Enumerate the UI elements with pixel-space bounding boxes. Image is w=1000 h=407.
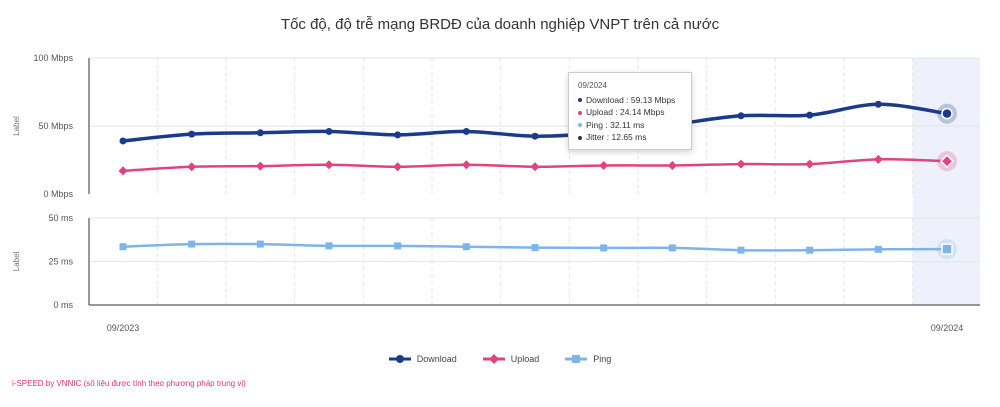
ping-point <box>531 244 539 252</box>
ping-legend-icon <box>565 355 588 363</box>
upload-point <box>255 161 265 171</box>
download-point <box>737 112 745 120</box>
download-point <box>806 111 814 119</box>
y-tick-label: 50 ms <box>48 213 73 223</box>
download-point <box>462 127 470 135</box>
ping-point <box>668 244 676 252</box>
download-legend-icon <box>388 355 411 363</box>
download-point <box>119 137 127 145</box>
ping-point <box>325 242 333 250</box>
tooltip-row-download: Download : 59.13 Mbps <box>578 94 682 107</box>
upload-point <box>667 160 677 170</box>
y-tick-label: 0 ms <box>53 300 73 310</box>
y-tick-label: 0 Mbps <box>43 189 73 199</box>
credits-text[interactable]: i-SPEED by VNNIC (số liệu được tính theo… <box>12 379 246 388</box>
tooltip-upload-text: Upload : 24.14 Mbps <box>586 107 665 117</box>
upload-point <box>736 159 746 169</box>
ping-point <box>256 240 264 248</box>
ping-point <box>188 240 196 248</box>
chart-tooltip: 09/2024 Download : 59.13 Mbps Upload : 2… <box>568 72 692 150</box>
tooltip-title: 09/2024 <box>578 81 607 90</box>
download-point <box>941 107 953 120</box>
ping-point <box>462 243 470 251</box>
legend-label-upload: Upload <box>510 354 540 364</box>
jitter-dot-icon <box>578 135 582 140</box>
y-tick-label: 25 ms <box>48 257 73 267</box>
tooltip-jitter-text: Jitter : 12.65 ms <box>586 132 647 142</box>
upload-point <box>461 160 471 170</box>
y-tick-label: 50 Mbps <box>38 121 73 131</box>
chart-legend: Download Upload Ping <box>0 354 1000 364</box>
y-axis-title: Label <box>12 251 21 271</box>
legend-item-upload[interactable]: Upload <box>482 354 540 364</box>
download-dot-icon <box>578 98 582 103</box>
tooltip-row-jitter: Jitter : 12.65 ms <box>578 131 682 144</box>
tooltip-row-upload: Upload : 24.14 Mbps <box>578 106 682 119</box>
tooltip-ping-text: Ping : 32.11 ms <box>586 119 645 130</box>
ping-dot-icon <box>578 123 582 128</box>
upload-point <box>805 159 815 169</box>
chart-title: Tốc độ, độ trễ mạng BRDĐ của doanh nghiệ… <box>280 16 720 33</box>
upload-point <box>393 162 403 172</box>
legend-item-download[interactable]: Download <box>388 354 457 364</box>
hover-highlight-band <box>912 58 980 305</box>
y-axis-title: Label <box>12 116 21 136</box>
y-tick-label: 100 Mbps <box>33 53 73 63</box>
upload-point <box>187 162 197 172</box>
legend-label-download: Download <box>416 354 457 364</box>
ping-point <box>737 246 745 254</box>
upload-point <box>118 166 128 176</box>
legend-label-ping: Ping <box>593 354 612 364</box>
x-tick-label: 09/2024 <box>931 323 964 333</box>
upload-point <box>873 154 883 164</box>
ping-point <box>941 243 953 255</box>
upload-point <box>324 160 334 170</box>
download-point <box>256 129 264 137</box>
download-point <box>531 132 539 140</box>
upload-point <box>599 160 609 170</box>
download-point <box>188 130 196 138</box>
tooltip-download-text: Download : 59.13 Mbps <box>586 94 676 105</box>
ping-point <box>600 244 608 252</box>
upload-legend-icon <box>482 354 505 364</box>
tooltip-row-ping: Ping : 32.11 ms <box>578 119 682 132</box>
ping-point <box>874 245 882 253</box>
download-point <box>394 131 402 139</box>
download-point <box>325 127 333 135</box>
ping-point <box>119 243 127 251</box>
upload-dot-icon <box>578 110 582 115</box>
upload-point <box>530 162 540 172</box>
legend-item-ping[interactable]: Ping <box>565 354 611 364</box>
upload-point <box>939 154 955 169</box>
x-tick-label: 09/2023 <box>107 323 140 333</box>
ping-point <box>806 246 814 254</box>
ping-point <box>394 242 402 250</box>
download-point <box>874 100 882 108</box>
